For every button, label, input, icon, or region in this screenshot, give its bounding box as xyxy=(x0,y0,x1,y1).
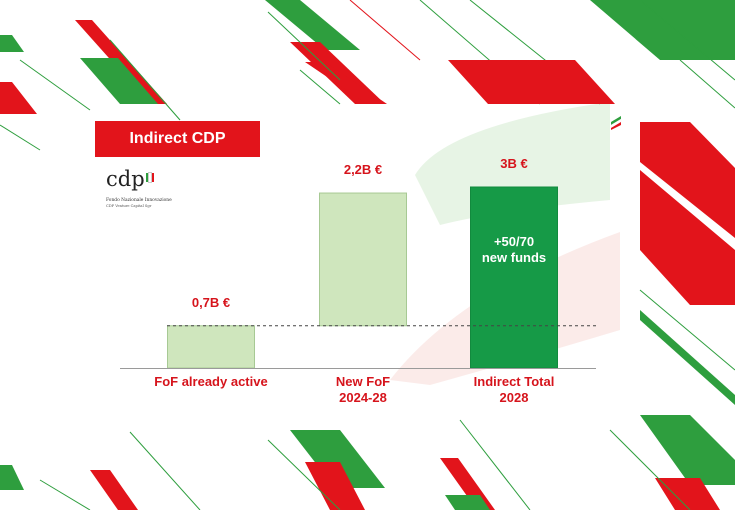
logo-subtitle-secondary: CDP Venture Capital Sgr xyxy=(106,204,152,208)
logo-wordmark: cdp xyxy=(106,167,145,191)
value-label-1: 0,7B € xyxy=(192,295,230,310)
bar-1 xyxy=(167,325,255,369)
value-label-2: 2,2B € xyxy=(344,162,382,177)
category-label-3: Indirect Total 2028 xyxy=(474,374,555,405)
category-label-2: New FoF 2024-28 xyxy=(336,374,390,405)
italian-flag-corner-icon xyxy=(611,116,622,130)
page-title: Indirect CDP xyxy=(95,121,260,157)
bar-inner-label-3: +50/70 new funds xyxy=(482,234,546,265)
italian-flag-icon xyxy=(146,169,156,183)
bar-3 xyxy=(470,186,558,369)
logo-subtitle: Fondo Nazionale Innovazione xyxy=(106,198,172,203)
value-label-3: 3B € xyxy=(500,156,527,171)
bar-2 xyxy=(319,192,407,327)
cdp-logo: cdp Fondo Nazionale Innovazione CDP Vent… xyxy=(106,168,196,212)
category-label-1: FoF already active xyxy=(154,374,267,389)
